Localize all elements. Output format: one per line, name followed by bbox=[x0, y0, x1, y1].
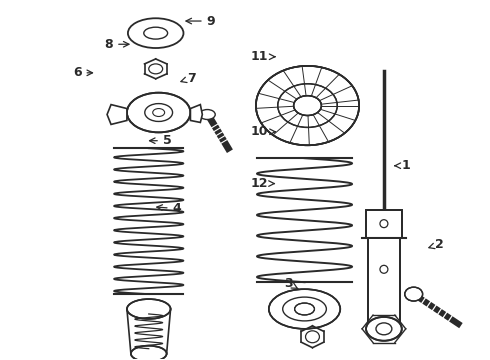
Bar bbox=[366, 210, 402, 238]
Ellipse shape bbox=[366, 317, 402, 341]
Ellipse shape bbox=[294, 303, 315, 315]
Ellipse shape bbox=[294, 96, 321, 116]
Text: 7: 7 bbox=[181, 72, 196, 85]
Text: 3: 3 bbox=[285, 277, 298, 290]
Ellipse shape bbox=[405, 287, 422, 301]
Text: 8: 8 bbox=[104, 38, 129, 51]
Bar bbox=[368, 238, 400, 327]
Text: 12: 12 bbox=[251, 177, 274, 190]
Text: 6: 6 bbox=[73, 66, 93, 79]
Polygon shape bbox=[107, 105, 127, 125]
Ellipse shape bbox=[127, 93, 191, 132]
Bar bbox=[366, 210, 402, 238]
Text: 9: 9 bbox=[186, 14, 215, 27]
Ellipse shape bbox=[269, 289, 340, 329]
Text: 11: 11 bbox=[251, 50, 275, 63]
Text: 2: 2 bbox=[429, 238, 444, 251]
Bar bbox=[368, 238, 400, 327]
Text: 1: 1 bbox=[395, 159, 410, 172]
Ellipse shape bbox=[199, 109, 215, 120]
Polygon shape bbox=[191, 105, 202, 122]
Text: 10: 10 bbox=[251, 125, 275, 138]
Text: 5: 5 bbox=[149, 134, 171, 147]
Ellipse shape bbox=[256, 66, 359, 145]
Text: 4: 4 bbox=[157, 202, 181, 215]
Ellipse shape bbox=[127, 299, 171, 319]
Ellipse shape bbox=[131, 346, 167, 360]
